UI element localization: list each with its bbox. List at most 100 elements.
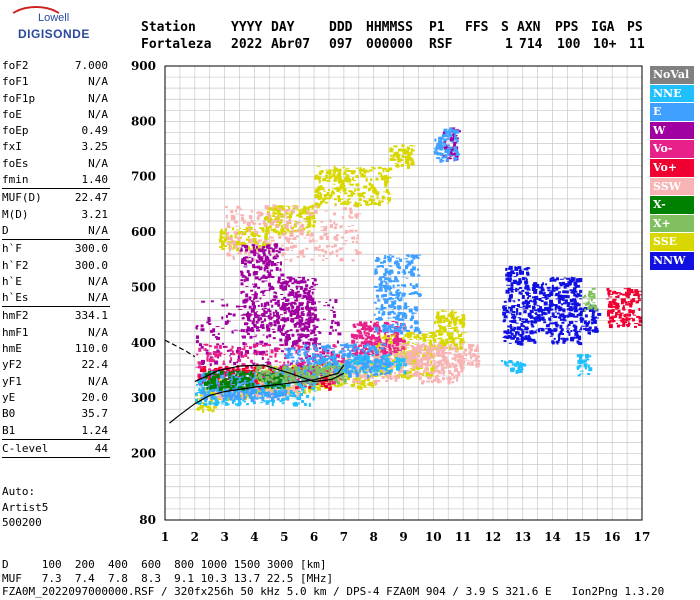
echo-point — [304, 325, 307, 329]
echo-point — [242, 399, 245, 402]
echo-point — [315, 354, 318, 358]
echo-point — [373, 199, 376, 201]
echo-point — [313, 334, 317, 336]
echo-point — [292, 342, 295, 346]
echo-point — [219, 234, 222, 237]
echo-point — [251, 372, 255, 375]
echo-point — [224, 205, 228, 208]
echo-point — [258, 391, 262, 395]
echo-point — [252, 324, 255, 327]
echo-point — [252, 317, 255, 322]
echo-point — [201, 300, 206, 303]
echo-point — [202, 367, 206, 372]
echo-point — [380, 173, 383, 178]
echo-point — [332, 171, 336, 174]
echo-point — [461, 358, 465, 361]
echo-point — [376, 196, 379, 200]
echo-point — [277, 207, 281, 210]
echo-point — [351, 364, 354, 368]
echo-point — [253, 271, 258, 275]
echo-point — [323, 228, 328, 232]
echo-point — [619, 293, 623, 296]
echo-point — [393, 337, 398, 340]
echo-point — [282, 398, 287, 400]
echo-point — [329, 381, 332, 383]
echo-point — [431, 373, 434, 375]
echo-point — [374, 323, 379, 326]
echo-point — [435, 376, 440, 378]
echo-point — [381, 167, 386, 169]
echo-point — [425, 353, 429, 356]
echo-point — [445, 341, 449, 345]
echo-point — [343, 350, 347, 352]
echo-point — [396, 363, 398, 367]
echo-point — [322, 378, 326, 381]
echo-point — [427, 353, 431, 356]
echo-point — [452, 347, 455, 350]
echo-point — [512, 367, 515, 371]
echo-point — [307, 329, 310, 332]
echo-point — [366, 356, 370, 360]
echo-point — [308, 324, 311, 328]
echo-point — [378, 340, 382, 345]
echo-point — [358, 202, 362, 204]
echo-point — [254, 372, 257, 375]
echo-point — [392, 347, 397, 350]
echo-point — [372, 167, 376, 170]
echo-point — [273, 295, 277, 299]
echo-point — [464, 348, 468, 352]
echo-point — [281, 305, 285, 309]
echo-point — [286, 364, 291, 366]
echo-point — [615, 312, 618, 317]
echo-point — [210, 395, 214, 400]
echo-point — [238, 330, 241, 332]
echo-point — [281, 281, 286, 285]
echo-point — [328, 171, 332, 176]
echo-point — [260, 385, 263, 387]
echo-point — [350, 170, 355, 175]
echo-point — [579, 370, 584, 372]
echo-point — [285, 299, 289, 302]
echo-point — [250, 314, 254, 316]
echo-point — [291, 366, 295, 369]
echo-point — [309, 382, 311, 386]
echo-point — [620, 300, 624, 305]
echo-point — [254, 384, 259, 386]
echo-point — [302, 227, 306, 231]
echo-point — [638, 316, 642, 320]
echo-point — [296, 364, 300, 367]
echo-point — [441, 354, 446, 357]
echo-point — [362, 370, 366, 374]
echo-point — [615, 304, 620, 308]
echo-point — [349, 181, 352, 183]
echo-point — [267, 247, 270, 250]
echo-point — [381, 360, 384, 364]
echo-point — [313, 220, 316, 224]
echo-point — [357, 373, 361, 376]
echo-point — [252, 302, 255, 305]
echo-point — [358, 251, 362, 254]
echo-point — [431, 336, 435, 339]
echo-point — [253, 324, 257, 328]
echo-point — [225, 235, 228, 238]
echo-point — [386, 202, 390, 204]
echo-point — [241, 260, 244, 264]
echo-point — [263, 217, 266, 221]
echo-point — [461, 363, 465, 366]
echo-point — [431, 358, 434, 359]
echo-point — [447, 345, 451, 347]
echo-point — [333, 383, 336, 387]
echo-point — [263, 342, 268, 346]
echo-point — [376, 325, 380, 327]
echo-point — [308, 390, 311, 394]
echo-point — [413, 372, 417, 376]
echo-point — [321, 359, 326, 364]
echo-point — [323, 363, 327, 365]
echo-point — [326, 247, 329, 249]
echo-point — [398, 148, 402, 152]
echo-point — [422, 335, 426, 337]
echo-point — [290, 245, 294, 249]
echo-point — [269, 325, 273, 327]
echo-point — [202, 377, 207, 382]
echo-point — [415, 338, 418, 340]
